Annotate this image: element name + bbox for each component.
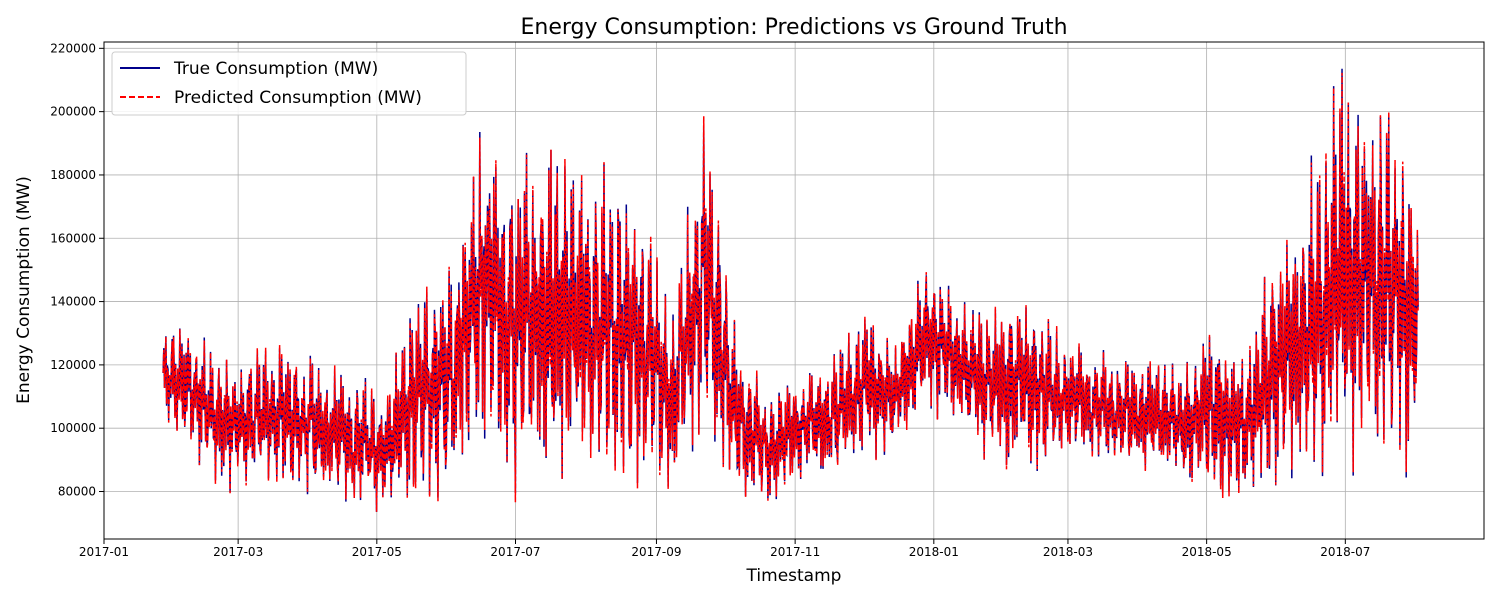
x-tick-label: 2017-11 [770,545,820,559]
y-tick-label: 80000 [58,485,96,499]
x-tick-label: 2017-09 [631,545,681,559]
x-tick-label: 2018-05 [1182,545,1232,559]
x-tick-label: 2018-01 [909,545,959,559]
y-tick-label: 120000 [50,358,96,372]
y-tick-label: 220000 [50,41,96,55]
y-tick-label: 200000 [50,105,96,119]
x-tick-label: 2018-07 [1320,545,1370,559]
legend: True Consumption (MW) Predicted Consumpt… [112,52,466,115]
y-tick-label: 160000 [50,231,96,245]
x-tick-label: 2018-03 [1043,545,1093,559]
x-tick-label: 2017-03 [213,545,263,559]
legend-label-predicted: Predicted Consumption (MW) [174,88,422,108]
x-tick-label: 2017-05 [352,545,402,559]
y-tick-label: 100000 [50,421,96,435]
x-tick-label: 2017-01 [79,545,129,559]
y-axis-label: Energy Consumption (MW) [14,176,34,404]
legend-label-true: True Consumption (MW) [173,59,378,79]
y-tick-label: 180000 [50,168,96,182]
chart-title: Energy Consumption: Predictions vs Groun… [520,15,1067,40]
x-tick-label: 2017-07 [490,545,540,559]
x-axis-label: Timestamp [746,566,842,586]
y-tick-label: 140000 [50,295,96,309]
